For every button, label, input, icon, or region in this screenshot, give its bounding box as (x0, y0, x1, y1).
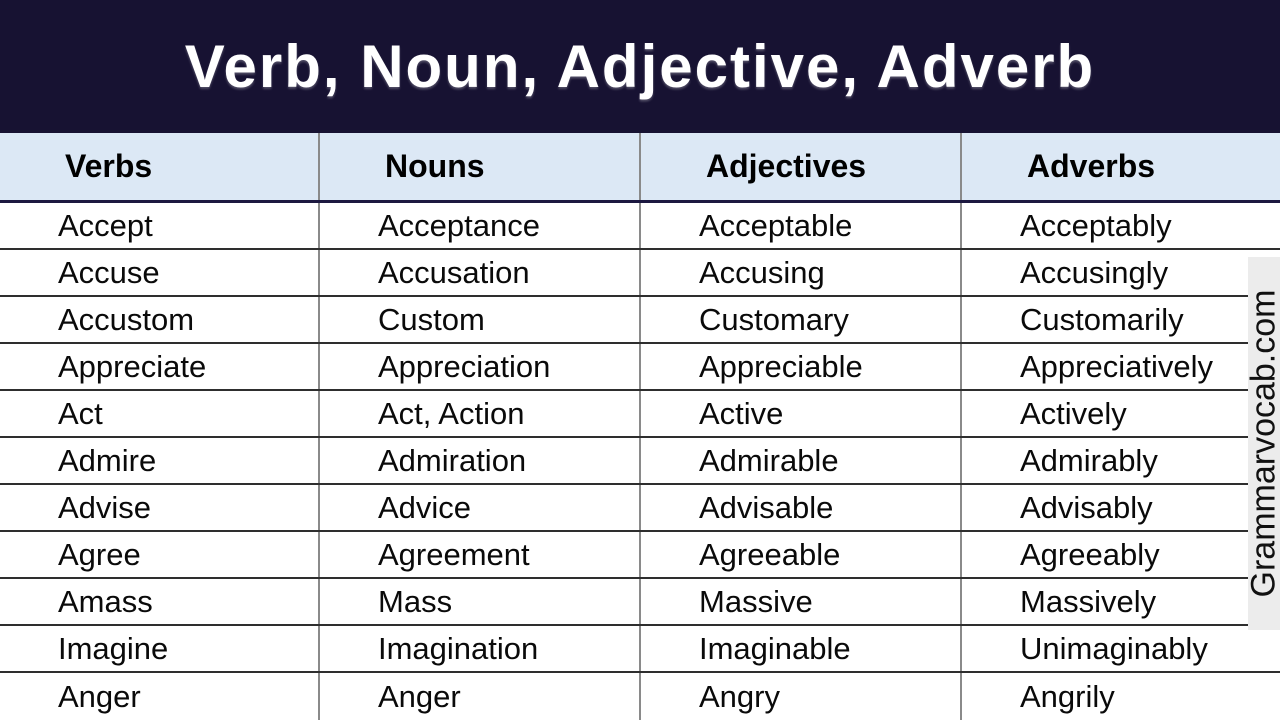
table-cell: Accustom (0, 297, 320, 342)
table-cell: Imaginable (641, 626, 962, 671)
table-cell: Act (0, 391, 320, 436)
table-cell: Agree (0, 532, 320, 577)
table-cell: Custom (320, 297, 641, 342)
table-row: Advise Advice Advisable Advisably (0, 485, 1280, 532)
table-cell: Agreeable (641, 532, 962, 577)
watermark-text: Grammarvocab.com (1244, 289, 1280, 598)
table-cell: Customary (641, 297, 962, 342)
column-header-nouns: Nouns (320, 133, 641, 200)
table-cell: Angry (641, 673, 962, 720)
table-row: Amass Mass Massive Massively (0, 579, 1280, 626)
table-cell: Imagine (0, 626, 320, 671)
title-band: Verb, Noun, Adjective, Adverb (0, 0, 1280, 133)
table-cell: Accuse (0, 250, 320, 295)
table-cell: Amass (0, 579, 320, 624)
table-cell: Anger (320, 673, 641, 720)
table-cell: Mass (320, 579, 641, 624)
table-cell: Admirable (641, 438, 962, 483)
table-cell: Accept (0, 203, 320, 248)
column-header-adjectives: Adjectives (641, 133, 962, 200)
table-cell: Act, Action (320, 391, 641, 436)
table-cell: Admiration (320, 438, 641, 483)
table-row: Agree Agreement Agreeable Agreeably (0, 532, 1280, 579)
table-cell: Advisable (641, 485, 962, 530)
table-cell: Admirably (1020, 442, 1158, 478)
page-title: Verb, Noun, Adjective, Adverb (184, 33, 1096, 100)
table-cell: Admire (0, 438, 320, 483)
table-cell: Active (641, 391, 962, 436)
table-cell: Appreciation (320, 344, 641, 389)
table-row: Accustom Custom Customary Customarily (0, 297, 1280, 344)
table-row: Imagine Imagination Imaginable Unimaginably (0, 626, 1280, 673)
table-cell: Advise (0, 485, 320, 530)
table-row: Accept Acceptance Acceptable Acceptably (0, 203, 1280, 250)
table-cell: Imagination (320, 626, 641, 671)
table-row: Act Act, Action Active Actively (0, 391, 1280, 438)
table-header-row: Verbs Nouns Adjectives Adverbs (0, 133, 1280, 203)
table-cell: Agreeably (1020, 536, 1160, 572)
table-cell: Accusingly (1020, 254, 1169, 290)
column-header-adverbs: Adverbs (1027, 148, 1156, 184)
table-cell: Accusation (320, 250, 641, 295)
table-cell: Appreciate (0, 344, 320, 389)
table-cell: Massive (641, 579, 962, 624)
table-cell: Appreciable (641, 344, 962, 389)
table-row: Accuse Accusation Accusing Accusingly (0, 250, 1280, 297)
table-row: Anger Anger Angry Angrily (0, 673, 1280, 720)
table-cell: Angrily (1020, 678, 1115, 714)
table-cell: Anger (0, 673, 320, 720)
table-cell: Agreement (320, 532, 641, 577)
table-cell: Accusing (641, 250, 962, 295)
table-row: Admire Admiration Admirable Admirably (0, 438, 1280, 485)
table-cell: Acceptance (320, 203, 641, 248)
column-header-verbs: Verbs (0, 133, 320, 200)
table-cell: Advice (320, 485, 641, 530)
table-cell: Massively (1020, 583, 1157, 619)
table-cell: Customarily (1020, 301, 1184, 337)
table-cell: Appreciatively (1020, 348, 1213, 384)
table-cell: Advisably (1020, 489, 1153, 525)
table-cell: Actively (1020, 395, 1127, 431)
table-cell: Acceptable (641, 203, 962, 248)
table-rows: Accept Acceptance Acceptable Acceptably Accu… (0, 203, 1280, 720)
table-cell: Unimaginably (1020, 630, 1208, 666)
table-cell: Acceptably (1020, 207, 1172, 243)
watermark-strip: Grammarvocab.com (1244, 257, 1280, 630)
table-row: Appreciate Appreciation Appreciable Appreci… (0, 344, 1280, 391)
